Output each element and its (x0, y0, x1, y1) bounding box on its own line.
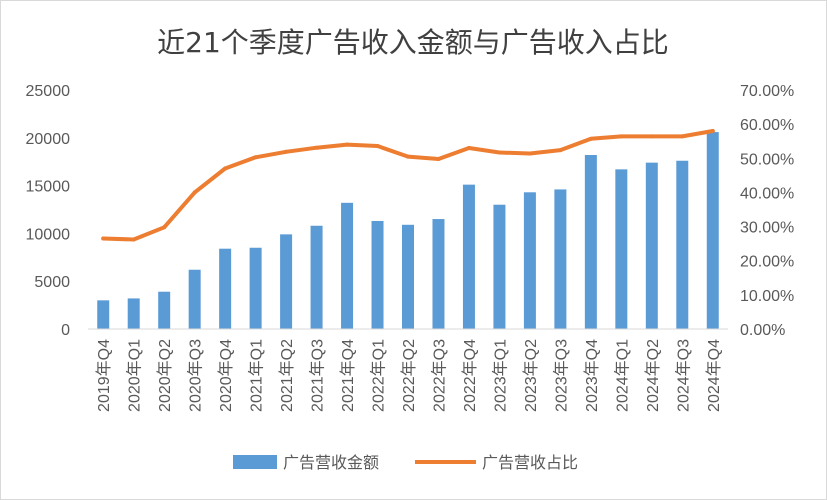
right-tick-label: 10.00% (740, 288, 794, 305)
bar (432, 219, 445, 329)
left-tick-label: 0 (61, 322, 70, 339)
line-point (558, 148, 563, 153)
line-point (527, 151, 532, 156)
bar (371, 220, 384, 329)
x-tick-label: 2024年Q1 (613, 339, 631, 412)
x-tick-label: 2021年Q3 (309, 339, 327, 412)
x-tick-label: 2020年Q1 (126, 339, 144, 412)
x-tick-label: 2023年Q1 (491, 339, 509, 412)
bar (310, 225, 323, 329)
line-point (649, 134, 654, 139)
bar (280, 234, 293, 329)
bar (645, 162, 658, 329)
bar (676, 160, 689, 329)
line-point (284, 149, 289, 154)
left-tick-label: 15000 (26, 179, 71, 196)
x-tick-label: 2019年Q4 (95, 339, 113, 412)
left-tick-label: 10000 (26, 226, 71, 243)
x-tick-label: 2022年Q4 (461, 339, 479, 412)
x-tick-label: 2023年Q2 (522, 339, 540, 412)
left-tick-label: 5000 (34, 274, 70, 291)
x-tick-label: 2022年Q2 (400, 339, 418, 412)
bar (127, 298, 140, 329)
x-tick-label: 2022年Q1 (370, 339, 388, 412)
x-tick-label: 2021年Q2 (278, 339, 296, 412)
bar (158, 291, 171, 329)
bar (706, 132, 719, 329)
x-tick-label: 2021年Q1 (248, 339, 266, 412)
right-tick-label: 50.00% (740, 151, 794, 168)
left-tick-label: 20000 (26, 131, 71, 148)
line-point (223, 166, 228, 171)
line-series (101, 128, 715, 242)
line-point (314, 145, 319, 150)
legend-label-bars: 广告营收金额 (283, 453, 379, 472)
line-point (192, 190, 197, 195)
line-point (162, 225, 167, 230)
right-tick-label: 40.00% (740, 185, 794, 202)
bar (249, 247, 262, 329)
bar (462, 184, 475, 329)
legend-swatch-bars (233, 455, 277, 469)
line-point (375, 143, 380, 148)
bar (554, 189, 567, 329)
line-point (101, 236, 106, 241)
x-tick-label: 2024年Q3 (674, 339, 692, 412)
x-tick-label: 2023年Q4 (583, 339, 601, 412)
bar-series (97, 132, 719, 329)
x-tick-label: 2023年Q3 (552, 339, 570, 412)
x-tick-label: 2024年Q4 (705, 339, 723, 412)
line-point (710, 128, 715, 133)
line-point (436, 156, 441, 161)
bar (97, 300, 110, 329)
line-point (497, 150, 502, 155)
right-tick-label: 30.00% (740, 220, 794, 237)
x-axis: 2019年Q4 2020年Q1 2020年Q2 2020年Q3 2020年Q4 2021年… (88, 328, 728, 412)
line-point (345, 142, 350, 147)
line-point (680, 134, 685, 139)
line-point (466, 146, 471, 151)
bar (615, 169, 628, 329)
bar (188, 269, 201, 329)
line-point (619, 134, 624, 139)
right-axis: 0.00% 10.00% 20.00% 30.00% 40.00% 50.00% 60.00… (740, 83, 794, 339)
bar (523, 192, 536, 329)
x-tick-label: 2020年Q4 (217, 339, 235, 412)
bar (341, 202, 354, 329)
left-axis: 0 5000 10000 15000 20000 25000 (26, 83, 71, 339)
right-tick-label: 20.00% (740, 254, 794, 271)
legend: 广告营收金额 广告营收占比 (233, 453, 578, 472)
right-tick-label: 70.00% (740, 83, 794, 100)
chart-title: 近21个季度广告收入金额与广告收入占比 (157, 26, 669, 59)
line-point (588, 136, 593, 141)
right-tick-label: 60.00% (740, 117, 794, 134)
bar (402, 224, 414, 329)
line-point (131, 237, 136, 242)
x-tick-label: 2024年Q2 (644, 339, 662, 412)
x-tick-label: 2021年Q4 (339, 339, 357, 412)
x-tick-label: 2022年Q3 (430, 339, 448, 412)
left-tick-label: 25000 (26, 83, 71, 100)
x-tick-label: 2020年Q3 (187, 339, 205, 412)
x-tick-label: 2020年Q2 (156, 339, 174, 412)
line-point (253, 155, 258, 160)
right-tick-label: 0.00% (740, 322, 785, 339)
line-point (406, 154, 410, 159)
legend-label-line: 广告营收占比 (482, 453, 578, 472)
bar (219, 248, 232, 329)
bar (584, 155, 597, 329)
bar (493, 204, 506, 329)
